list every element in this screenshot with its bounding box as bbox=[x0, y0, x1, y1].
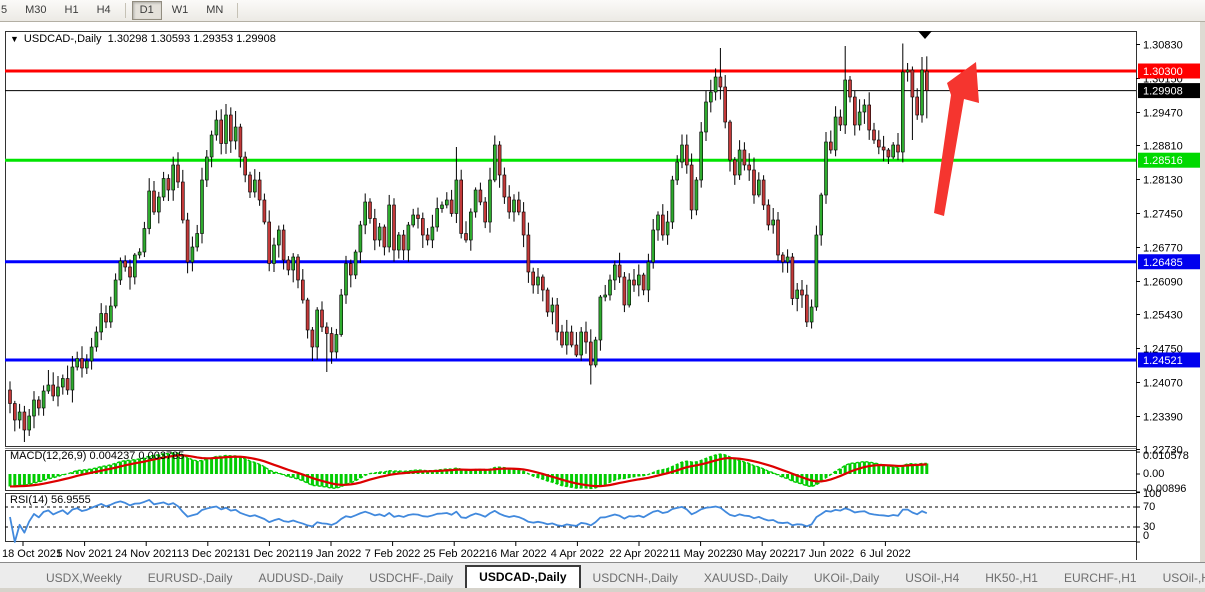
timeframe-button-h1[interactable]: H1 bbox=[64, 4, 79, 16]
tab-xauusd-daily[interactable]: XAUUSD-,Daily bbox=[703, 571, 788, 585]
svg-text:1.27450: 1.27450 bbox=[1143, 209, 1183, 221]
chart-symbol-period: USDCAD-,Daily bbox=[23, 33, 102, 45]
timeframe-button-m30[interactable]: M30 bbox=[25, 4, 47, 16]
trend-arrow-annotation bbox=[934, 62, 979, 216]
rsi-value: 56.9555 bbox=[50, 494, 91, 506]
tab-usdchf-daily[interactable]: USDCHF-,Daily bbox=[369, 571, 454, 585]
svg-text:70: 70 bbox=[1143, 501, 1155, 513]
svg-text:1.30300: 1.30300 bbox=[1143, 66, 1183, 78]
toolbar-separator bbox=[124, 3, 126, 18]
tab-eurusd-daily[interactable]: EURUSD-,Daily bbox=[147, 571, 233, 585]
svg-text:16 Mar 2022: 16 Mar 2022 bbox=[485, 548, 547, 560]
svg-text:1.28130: 1.28130 bbox=[1143, 175, 1183, 187]
tab-usoil-h4[interactable]: USOil-,H4 bbox=[905, 571, 960, 585]
macd-indicator-label: MACD(12,26,9) 0.004237 0.003785 bbox=[10, 450, 184, 462]
chart-title: ▼ USDCAD-,Daily 1.30298 1.30593 1.29353 1… bbox=[10, 33, 276, 45]
macd-pane: 0.010578 0.00 -0.00896 bbox=[8, 450, 1189, 495]
timeframe-button-h4[interactable]: H4 bbox=[96, 4, 111, 16]
svg-text:1.29908: 1.29908 bbox=[1143, 86, 1183, 98]
svg-text:30 May 2022: 30 May 2022 bbox=[730, 548, 794, 560]
window-right-edge bbox=[1200, 0, 1205, 592]
svg-text:1.26090: 1.26090 bbox=[1143, 277, 1183, 289]
symbol-tabbar: USDX,Weekly EURUSD-,Daily AUDUSD-,Daily … bbox=[0, 562, 1205, 588]
chart-ohlc-quotes: 1.30298 1.30593 1.29353 1.29908 bbox=[107, 33, 276, 45]
svg-text:1.24070: 1.24070 bbox=[1143, 378, 1183, 390]
svg-text:24 Nov 2021: 24 Nov 2021 bbox=[115, 548, 177, 560]
svg-text:-0.00896: -0.00896 bbox=[1143, 483, 1186, 495]
svg-text:1.22730: 1.22730 bbox=[1143, 445, 1183, 457]
chart-shift-marker-icon bbox=[918, 31, 932, 39]
tab-hk50-h1[interactable]: HK50-,H1 bbox=[985, 571, 1038, 585]
level-lines bbox=[5, 69, 1136, 362]
timeframe-toolbar: 5 M30 H1 H4 D1 W1 MN bbox=[0, 0, 1205, 22]
tab-usoil-h4-2[interactable]: USOil-,H4 bbox=[1162, 571, 1205, 585]
svg-text:11 May 2022: 11 May 2022 bbox=[669, 548, 732, 560]
svg-text:22 Apr 2022: 22 Apr 2022 bbox=[609, 548, 668, 560]
macd-name: MACD(12,26,9) bbox=[10, 450, 87, 462]
timeframe-button-m5[interactable]: 5 bbox=[1, 4, 8, 16]
tab-eurchf-h1[interactable]: EURCHF-,H1 bbox=[1063, 571, 1137, 585]
tab-usdcad-daily-active[interactable]: USDCAD-,Daily bbox=[465, 565, 581, 588]
timeframe-button-w1[interactable]: W1 bbox=[171, 4, 189, 16]
svg-text:1.29470: 1.29470 bbox=[1143, 108, 1183, 120]
timeframe-button-d1[interactable]: D1 bbox=[131, 1, 162, 20]
tab-audusd-daily[interactable]: AUDUSD-,Daily bbox=[258, 571, 344, 585]
svg-text:0.010578: 0.010578 bbox=[1143, 450, 1189, 462]
chart-menu-caret-icon[interactable]: ▼ bbox=[10, 34, 19, 44]
svg-text:1.30830: 1.30830 bbox=[1143, 40, 1183, 52]
svg-text:100: 100 bbox=[1143, 488, 1161, 500]
svg-text:0.00: 0.00 bbox=[1143, 468, 1164, 480]
svg-text:6 Jul 2022: 6 Jul 2022 bbox=[860, 548, 911, 560]
svg-text:7 Feb 2022: 7 Feb 2022 bbox=[365, 548, 421, 560]
svg-text:1.28516: 1.28516 bbox=[1143, 155, 1183, 167]
svg-text:19 Jan 2022: 19 Jan 2022 bbox=[301, 548, 362, 560]
svg-text:18 Oct 2021: 18 Oct 2021 bbox=[2, 548, 62, 560]
tab-usdcnh-daily[interactable]: USDCNH-,Daily bbox=[592, 571, 678, 585]
svg-text:1.24521: 1.24521 bbox=[1143, 355, 1183, 367]
svg-text:1.23390: 1.23390 bbox=[1143, 412, 1183, 424]
svg-text:1.26485: 1.26485 bbox=[1143, 257, 1183, 269]
svg-text:17 Jun 2022: 17 Jun 2022 bbox=[794, 548, 855, 560]
window-bottom-edge bbox=[0, 588, 1205, 592]
rsi-name: RSI(14) bbox=[10, 494, 48, 506]
svg-text:30: 30 bbox=[1143, 521, 1155, 533]
svg-text:1.28810: 1.28810 bbox=[1143, 141, 1183, 153]
toolbar-separator bbox=[237, 3, 239, 18]
svg-text:5 Nov 2021: 5 Nov 2021 bbox=[56, 548, 112, 560]
tab-ukoil-daily[interactable]: UKOil-,Daily bbox=[813, 571, 880, 585]
rsi-indicator-label: RSI(14) 56.9555 bbox=[10, 494, 91, 506]
svg-text:31 Dec 2021: 31 Dec 2021 bbox=[238, 548, 300, 560]
svg-text:1.25430: 1.25430 bbox=[1143, 310, 1183, 322]
candles bbox=[8, 43, 929, 442]
svg-text:0: 0 bbox=[1143, 530, 1149, 542]
svg-text:13 Dec 2021: 13 Dec 2021 bbox=[177, 548, 239, 560]
macd-values: 0.004237 0.003785 bbox=[89, 450, 185, 462]
annotations bbox=[918, 31, 979, 216]
tab-usdx-weekly[interactable]: USDX,Weekly bbox=[46, 571, 122, 585]
timeframe-button-mn[interactable]: MN bbox=[206, 4, 224, 16]
price-axis: 1.308301.301501.294701.288101.281301.274… bbox=[1136, 40, 1204, 457]
svg-text:25 Feb 2022: 25 Feb 2022 bbox=[423, 548, 485, 560]
svg-text:4 Apr 2022: 4 Apr 2022 bbox=[551, 548, 604, 560]
svg-text:1.26770: 1.26770 bbox=[1143, 243, 1183, 255]
